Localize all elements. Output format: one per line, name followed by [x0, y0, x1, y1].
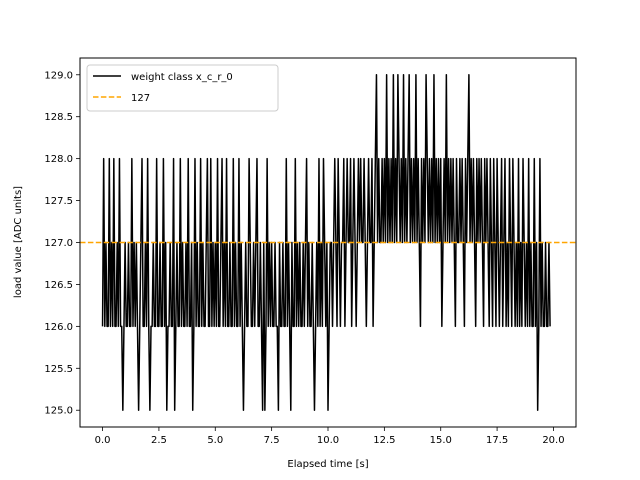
legend-box — [86, 64, 279, 112]
legend-label-reference: 127 — [131, 93, 150, 104]
x-tick-label: 12.5 — [373, 435, 395, 446]
plot-area — [80, 74, 576, 411]
x-axis-ticks: 0.0 2.5 5.0 7.5 10.0 12.5 15.0 17.5 20.0 — [95, 427, 565, 446]
y-tick-label: 128.0 — [44, 154, 73, 165]
legend: weight class x_c_r_0 127 — [86, 64, 279, 112]
legend-label-series: weight class x_c_r_0 — [131, 72, 233, 83]
x-tick-label: 5.0 — [207, 435, 223, 446]
x-tick-label: 15.0 — [430, 435, 452, 446]
x-tick-label: 20.0 — [542, 435, 564, 446]
x-tick-label: 0.0 — [95, 435, 111, 446]
x-tick-label: 17.5 — [486, 435, 508, 446]
y-tick-label: 125.0 — [44, 406, 73, 417]
series-line-0 — [101, 74, 551, 411]
y-tick-label: 125.5 — [44, 364, 73, 375]
y-tick-label: 128.5 — [44, 112, 73, 123]
x-tick-label: 10.0 — [317, 435, 339, 446]
x-axis-label: Elapsed time [s] — [287, 459, 368, 470]
y-tick-label: 127.0 — [44, 238, 73, 249]
y-tick-label: 126.5 — [44, 280, 73, 291]
y-axis-label: load value [ADC units] — [13, 186, 24, 298]
x-tick-label: 7.5 — [264, 435, 280, 446]
y-tick-label: 126.0 — [44, 322, 73, 333]
x-tick-label: 2.5 — [151, 435, 167, 446]
y-tick-label: 127.5 — [44, 196, 73, 207]
y-axis-ticks: 125.0 125.5 126.0 126.5 127.0 127.5 128.0 128.5… — [44, 70, 80, 417]
y-tick-label: 129.0 — [44, 70, 73, 81]
